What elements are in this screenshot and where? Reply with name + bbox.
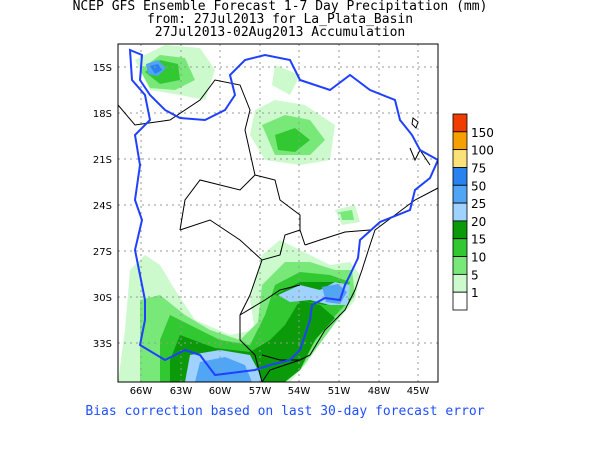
lon-tick: 48W	[368, 386, 391, 397]
legend-label: 5	[471, 268, 479, 282]
basin-outline	[128, 48, 438, 377]
legend-swatch	[452, 184, 468, 204]
legend-swatch	[452, 113, 468, 133]
legend-label: 50	[471, 179, 486, 193]
lon-axis: 66W 63W 60W 57W 54W 51W 48W 45W	[130, 386, 430, 397]
legend-swatch	[452, 167, 468, 186]
lat-axis: 15S 18S 21S 24S 27S 30S 33S	[93, 63, 112, 350]
lat-tick: 30S	[93, 293, 112, 304]
lat-tick: 21S	[93, 155, 112, 166]
legend-swatch	[452, 149, 468, 168]
lon-tick: 45W	[407, 386, 430, 397]
legend-label: 25	[471, 197, 486, 211]
legend-swatch	[452, 220, 468, 240]
chart-title-line3: 27Jul2013-02Aug2013 Accumulation	[154, 25, 406, 40]
lat-tick: 15S	[93, 63, 112, 74]
legend-swatch	[452, 291, 468, 311]
precip-50mm	[150, 64, 162, 74]
color-legend: 150 100 75 50 25 20 15 10 5 1	[452, 113, 494, 311]
lon-tick: 63W	[170, 386, 193, 397]
legend-label: 10	[471, 251, 486, 265]
legend-label: 100	[471, 144, 494, 158]
legend-label: 75	[471, 161, 486, 175]
map-frame	[117, 43, 439, 383]
legend-label: 20	[471, 215, 486, 229]
legend-swatch	[452, 256, 468, 275]
lat-tick: 24S	[93, 201, 112, 212]
country-borders	[118, 79, 438, 382]
chart-title-line2: from: 27Jul2013 for La_Plata_Basin	[146, 12, 414, 27]
bias-correction-note: Bias correction based on last 30-day for…	[85, 404, 485, 419]
legend-label: 150	[471, 126, 494, 140]
legend-swatch	[452, 273, 468, 293]
legend-label: 15	[471, 233, 486, 247]
legend-swatch	[452, 238, 468, 257]
grid-lines	[118, 44, 438, 382]
lat-tick: 33S	[93, 339, 112, 350]
lon-tick: 57W	[249, 386, 272, 397]
lon-tick: 66W	[130, 386, 153, 397]
lon-tick: 60W	[209, 386, 232, 397]
chart-title-line1: NCEP GFS Ensemble Forecast 1-7 Day Preci…	[72, 0, 488, 14]
legend-swatch	[452, 202, 468, 222]
lat-tick: 18S	[93, 109, 112, 120]
lon-tick: 54W	[288, 386, 311, 397]
lat-tick: 27S	[93, 247, 112, 258]
legend-label: 1	[471, 286, 479, 300]
legend-swatch	[452, 131, 468, 151]
lon-tick: 51W	[328, 386, 351, 397]
